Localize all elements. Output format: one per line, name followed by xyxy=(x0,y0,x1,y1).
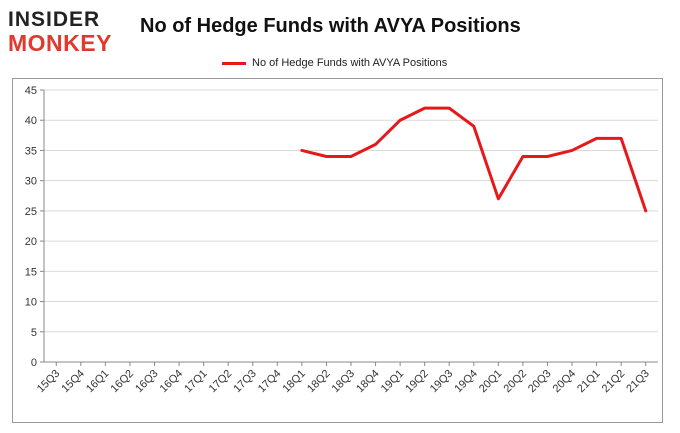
y-tick-label: 5 xyxy=(31,327,37,339)
plot-border xyxy=(12,78,663,423)
data-point-18Q2 xyxy=(325,155,328,158)
axis-layer xyxy=(40,89,658,366)
data-point-19Q4 xyxy=(472,125,475,128)
data-point-19Q1 xyxy=(399,119,402,122)
x-tick-label: 16Q2 xyxy=(109,368,137,396)
x-tick-label: 20Q2 xyxy=(502,368,530,396)
data-point-20Q3 xyxy=(546,155,549,158)
data-point-19Q2 xyxy=(423,107,426,110)
data-point-21Q1 xyxy=(595,137,598,140)
x-tick-label: 18Q3 xyxy=(330,368,358,396)
x-tick-label: 18Q1 xyxy=(280,368,308,396)
x-tick-label: 17Q3 xyxy=(231,368,259,396)
x-tick-label: 20Q3 xyxy=(526,368,554,396)
x-tick-label: 16Q1 xyxy=(84,368,112,396)
data-point-20Q2 xyxy=(521,155,524,158)
x-tick-label: 15Q3 xyxy=(35,368,63,396)
chart-title: No of Hedge Funds with AVYA Positions xyxy=(140,15,521,37)
data-point-18Q3 xyxy=(350,155,353,158)
x-tick-labels: 15Q315Q416Q116Q216Q316Q417Q117Q217Q317Q4… xyxy=(35,368,652,396)
grid-layer xyxy=(44,89,658,333)
y-tick-label: 30 xyxy=(25,176,37,188)
x-tick-label: 19Q3 xyxy=(428,368,456,396)
logo-text-top: INSIDER xyxy=(8,8,101,31)
legend-swatch xyxy=(222,61,246,65)
insider-monkey-logo: INSIDER MONKEY xyxy=(8,6,128,56)
data-point-20Q4 xyxy=(571,149,574,152)
data-point-18Q1 xyxy=(300,149,303,152)
x-tick-label: 17Q1 xyxy=(182,368,210,396)
x-tick-label: 16Q3 xyxy=(133,368,161,396)
x-tick-label: 20Q4 xyxy=(551,368,579,396)
data-point-18Q4 xyxy=(374,143,377,146)
x-tick-label: 19Q2 xyxy=(403,368,431,396)
y-tick-labels: 0 5 10 15 20 25 30 35 40 45 xyxy=(25,85,37,369)
x-tick-label: 21Q2 xyxy=(600,368,628,396)
y-tick-label: 20 xyxy=(25,236,37,248)
x-tick-label: 15Q4 xyxy=(59,368,87,396)
y-tick-label: 0 xyxy=(31,357,37,369)
y-tick-label: 45 xyxy=(25,85,37,97)
legend-label: No of Hedge Funds with AVYA Positions xyxy=(252,57,448,69)
y-tick-label: 40 xyxy=(25,115,37,127)
x-tick-label: 17Q2 xyxy=(207,368,235,396)
x-tick-label: 17Q4 xyxy=(256,368,284,396)
x-tick-label: 21Q3 xyxy=(624,368,652,396)
data-point-20Q1 xyxy=(497,197,500,200)
y-tick-label: 25 xyxy=(25,206,37,218)
legend: No of Hedge Funds with AVYA Positions xyxy=(222,55,447,71)
x-tick-label: 19Q1 xyxy=(379,368,407,396)
y-tick-label: 35 xyxy=(25,145,37,157)
data-point-21Q2 xyxy=(620,137,623,140)
x-tick-label: 18Q4 xyxy=(354,368,382,396)
y-tick-label: 10 xyxy=(25,297,37,309)
logo-text-bottom: MONKEY xyxy=(8,30,112,56)
x-tick-label: 16Q4 xyxy=(158,368,186,396)
y-tick-label: 15 xyxy=(25,266,37,278)
x-tick-label: 21Q1 xyxy=(575,368,603,396)
series-layer xyxy=(300,106,648,213)
data-point-19Q3 xyxy=(448,107,451,110)
x-tick-label: 19Q4 xyxy=(452,368,480,396)
series-line xyxy=(300,106,648,213)
data-point-21Q3 xyxy=(644,209,647,212)
x-tick-label: 18Q2 xyxy=(305,368,333,396)
x-tick-label: 20Q1 xyxy=(477,368,505,396)
